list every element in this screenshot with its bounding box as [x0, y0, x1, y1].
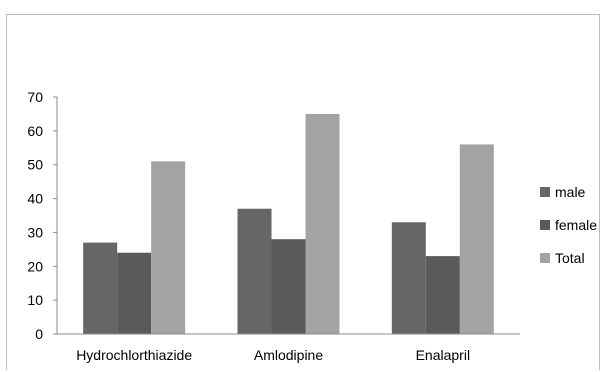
bar-total-hydrochlorthiazide	[151, 161, 186, 334]
legend-label-female: female	[555, 217, 597, 233]
bar-total-enalapril	[459, 144, 494, 334]
bar-female-hydrochlorthiazide	[117, 252, 152, 334]
bar-total-amlodipine	[305, 113, 340, 334]
legend-label-male: male	[555, 184, 586, 200]
axes	[56, 97, 520, 335]
x-category-label: Hydrochlorthiazide	[76, 347, 192, 363]
bar-male-amlodipine	[237, 208, 272, 334]
legend-swatch-female	[540, 220, 550, 230]
legend: male female Total	[540, 184, 597, 266]
y-tick-label: 40	[27, 191, 43, 207]
x-category-label: Enalapril	[416, 347, 470, 363]
x-axis-labels: Hydrochlorthiazide Amlodipine Enalapril	[76, 347, 470, 363]
legend-swatch-male	[540, 187, 550, 197]
legend-label-total: Total	[555, 250, 585, 266]
x-category-label: Amlodipine	[254, 347, 323, 363]
bar-male-enalapril	[391, 222, 426, 334]
y-tick-label: 60	[27, 123, 43, 139]
bars	[83, 113, 494, 334]
chart-frame	[6, 14, 600, 370]
y-tick-label: 70	[27, 89, 43, 105]
y-tick-label: 10	[27, 292, 43, 308]
y-tick-label: 50	[27, 157, 43, 173]
y-axis-ticks: 0 10 20 30 40 50 60 70	[27, 89, 57, 342]
legend-swatch-total	[540, 253, 550, 263]
bar-female-amlodipine	[271, 239, 306, 334]
bar-female-enalapril	[425, 256, 460, 334]
y-tick-label: 30	[27, 224, 43, 240]
bar-male-hydrochlorthiazide	[83, 242, 118, 334]
y-tick-label: 20	[27, 258, 43, 274]
y-tick-label: 0	[35, 326, 43, 342]
